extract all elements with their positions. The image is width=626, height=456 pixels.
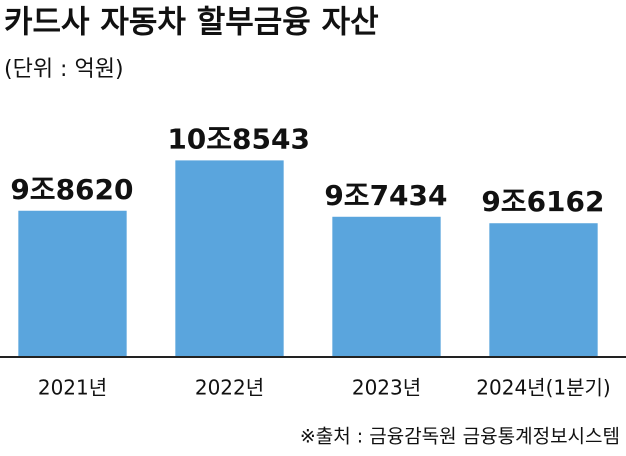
data-label: 10조8543: [167, 122, 310, 155]
data-label: 9조8620: [10, 173, 133, 206]
bar: [175, 160, 284, 356]
x-tick-label: 2022년: [195, 376, 264, 400]
bar: [489, 223, 598, 356]
x-tick-label: 2024년(1분기): [476, 376, 610, 400]
data-label: 9조7434: [324, 179, 447, 212]
x-tick-label: 2023년: [352, 376, 421, 400]
chart-subtitle: (단위 : 억원): [4, 57, 124, 82]
bar: [332, 216, 441, 356]
bar: [18, 210, 127, 356]
chart-title: 카드사 자동차 할부금융 자산: [4, 5, 379, 41]
x-tick-label: 2021년: [38, 376, 107, 400]
data-label: 9조6162: [481, 185, 604, 218]
source: ※출처 : 금융감독원 금융통계정보시스템: [300, 426, 620, 448]
